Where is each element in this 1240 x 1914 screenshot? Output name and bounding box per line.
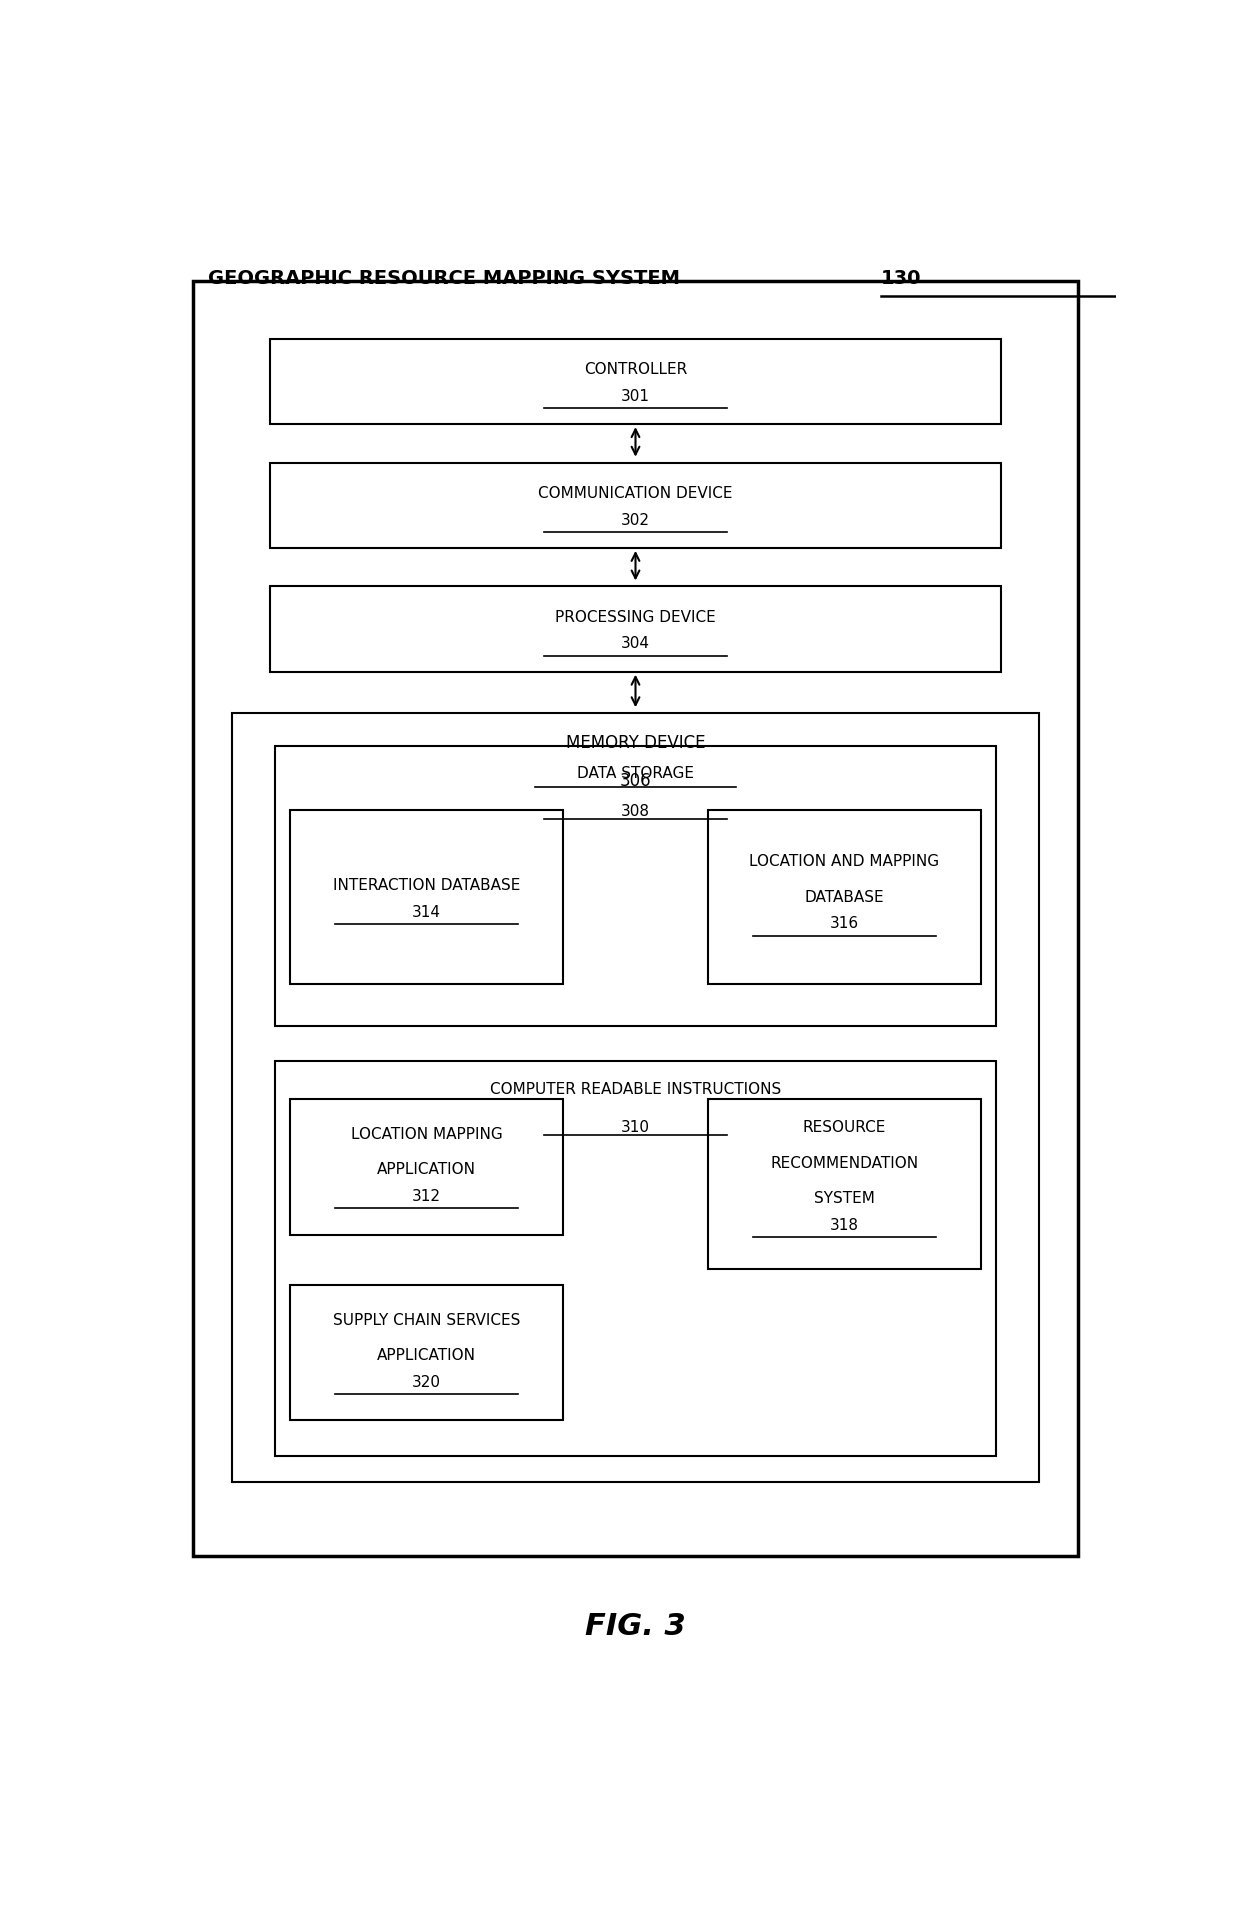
Text: 304: 304: [621, 635, 650, 651]
Text: DATABASE: DATABASE: [805, 890, 884, 905]
Text: RESOURCE: RESOURCE: [802, 1120, 887, 1135]
Bar: [290, 1284, 563, 1420]
Bar: [275, 1060, 996, 1457]
Text: LOCATION MAPPING: LOCATION MAPPING: [351, 1127, 502, 1143]
Bar: [232, 714, 1039, 1481]
Text: RECOMMENDATION: RECOMMENDATION: [770, 1156, 919, 1171]
Bar: [290, 1099, 563, 1235]
Bar: [290, 810, 563, 984]
Bar: [270, 339, 1001, 425]
Text: MEMORY DEVICE: MEMORY DEVICE: [565, 733, 706, 752]
Text: 308: 308: [621, 804, 650, 819]
Text: 314: 314: [412, 905, 441, 919]
Text: SYSTEM: SYSTEM: [815, 1191, 875, 1206]
Text: 306: 306: [620, 771, 651, 790]
Text: 130: 130: [880, 268, 921, 287]
Text: 301: 301: [621, 389, 650, 404]
Text: CONTROLLER: CONTROLLER: [584, 362, 687, 377]
Text: 312: 312: [412, 1189, 441, 1204]
Bar: [270, 586, 1001, 672]
Text: 318: 318: [830, 1217, 859, 1233]
Text: COMMUNICATION DEVICE: COMMUNICATION DEVICE: [538, 486, 733, 501]
Text: PROCESSING DEVICE: PROCESSING DEVICE: [556, 611, 715, 624]
Text: APPLICATION: APPLICATION: [377, 1162, 476, 1177]
Text: COMPUTER READABLE INSTRUCTIONS: COMPUTER READABLE INSTRUCTIONS: [490, 1081, 781, 1097]
Bar: [708, 810, 981, 984]
Text: SUPPLY CHAIN SERVICES: SUPPLY CHAIN SERVICES: [332, 1313, 520, 1328]
Text: 302: 302: [621, 513, 650, 528]
Bar: [275, 746, 996, 1026]
Text: 316: 316: [830, 917, 859, 932]
Bar: [708, 1099, 981, 1269]
Text: 320: 320: [412, 1374, 441, 1390]
Text: 310: 310: [621, 1120, 650, 1135]
Bar: [193, 281, 1078, 1556]
Text: FIG. 3: FIG. 3: [585, 1612, 686, 1642]
Bar: [270, 463, 1001, 547]
Text: DATA STORAGE: DATA STORAGE: [577, 766, 694, 781]
Text: GEOGRAPHIC RESOURCE MAPPING SYSTEM: GEOGRAPHIC RESOURCE MAPPING SYSTEM: [208, 268, 687, 287]
Text: APPLICATION: APPLICATION: [377, 1347, 476, 1363]
Text: LOCATION AND MAPPING: LOCATION AND MAPPING: [749, 854, 940, 869]
Text: INTERACTION DATABASE: INTERACTION DATABASE: [332, 879, 520, 894]
